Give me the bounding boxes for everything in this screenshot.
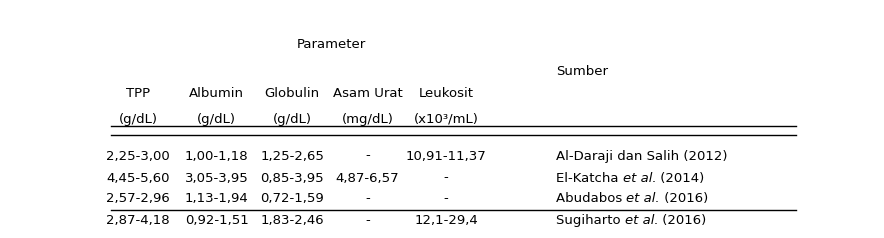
Text: 2,25-3,00: 2,25-3,00 [106,149,170,163]
Text: Al-Daraji dan Salih (2012): Al-Daraji dan Salih (2012) [556,149,728,163]
Text: Abudabos: Abudabos [556,192,627,205]
Text: (mg/dL): (mg/dL) [341,113,393,126]
Text: (g/dL): (g/dL) [118,113,157,126]
Text: et al.: et al. [627,192,660,205]
Text: 0,72-1,59: 0,72-1,59 [260,192,324,205]
Text: TPP: TPP [126,87,150,100]
Text: El-Katcha: El-Katcha [556,172,622,184]
Text: 2,57-2,96: 2,57-2,96 [106,192,170,205]
Text: (x10³/mL): (x10³/mL) [414,113,478,126]
Text: 2,87-4,18: 2,87-4,18 [106,214,170,227]
Text: 1,00-1,18: 1,00-1,18 [185,149,248,163]
Text: Albumin: Albumin [189,87,244,100]
Text: Leukosit: Leukosit [419,87,474,100]
Text: 0,92-1,51: 0,92-1,51 [185,214,248,227]
Text: -: - [444,172,448,184]
Text: -: - [365,149,370,163]
Text: Sumber: Sumber [556,65,608,78]
Text: Sugiharto: Sugiharto [556,214,625,227]
Text: (g/dL): (g/dL) [197,113,236,126]
Text: 1,25-2,65: 1,25-2,65 [260,149,324,163]
Text: -: - [444,192,448,205]
Text: Globulin: Globulin [264,87,320,100]
Text: 0,85-3,95: 0,85-3,95 [260,172,324,184]
Text: (2016): (2016) [659,214,706,227]
Text: 12,1-29,4: 12,1-29,4 [415,214,478,227]
Text: 10,91-11,37: 10,91-11,37 [406,149,486,163]
Text: (g/dL): (g/dL) [272,113,311,126]
Text: -: - [365,214,370,227]
Text: (2016): (2016) [660,192,708,205]
Text: -: - [365,192,370,205]
Text: Asam Urat: Asam Urat [332,87,402,100]
Text: 4,45-5,60: 4,45-5,60 [106,172,170,184]
Text: Parameter: Parameter [297,38,366,51]
Text: (2014): (2014) [656,172,705,184]
Text: 3,05-3,95: 3,05-3,95 [185,172,248,184]
Text: 1,83-2,46: 1,83-2,46 [260,214,324,227]
Text: 1,13-1,94: 1,13-1,94 [185,192,248,205]
Text: et al.: et al. [622,172,656,184]
Text: et al.: et al. [625,214,659,227]
Text: 4,87-6,57: 4,87-6,57 [336,172,400,184]
